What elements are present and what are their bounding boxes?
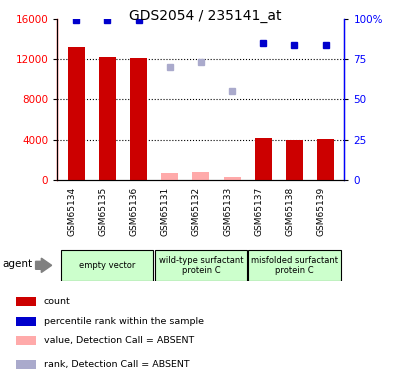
- Bar: [161, 174, 178, 180]
- Text: percentile rank within the sample: percentile rank within the sample: [43, 316, 203, 326]
- Bar: [67, 47, 85, 180]
- Bar: [16, 360, 36, 369]
- Bar: [16, 297, 36, 306]
- Bar: [16, 316, 36, 326]
- Text: GSM65136: GSM65136: [129, 187, 138, 236]
- Text: misfolded surfactant
protein C: misfolded surfactant protein C: [250, 256, 337, 275]
- Text: rank, Detection Call = ABSENT: rank, Detection Call = ABSENT: [43, 360, 189, 369]
- FancyBboxPatch shape: [61, 250, 153, 280]
- Bar: [254, 138, 271, 180]
- Text: value, Detection Call = ABSENT: value, Detection Call = ABSENT: [43, 336, 193, 345]
- Bar: [99, 57, 116, 180]
- FancyArrow shape: [36, 258, 52, 273]
- Text: empty vector: empty vector: [79, 261, 135, 270]
- Bar: [130, 58, 147, 180]
- Text: GSM65135: GSM65135: [98, 187, 107, 236]
- Text: GSM65131: GSM65131: [160, 187, 169, 236]
- Text: GSM65137: GSM65137: [254, 187, 263, 236]
- Bar: [16, 336, 36, 345]
- Text: GDS2054 / 235141_at: GDS2054 / 235141_at: [128, 9, 281, 23]
- Text: wild-type surfactant
protein C: wild-type surfactant protein C: [158, 256, 243, 275]
- Bar: [223, 177, 240, 180]
- Text: GSM65133: GSM65133: [222, 187, 231, 236]
- FancyBboxPatch shape: [248, 250, 340, 280]
- Text: GSM65139: GSM65139: [316, 187, 325, 236]
- Text: GSM65134: GSM65134: [67, 187, 76, 236]
- Text: GSM65132: GSM65132: [191, 187, 200, 236]
- Bar: [316, 139, 333, 180]
- FancyBboxPatch shape: [154, 250, 247, 280]
- Text: GSM65138: GSM65138: [285, 187, 294, 236]
- Bar: [192, 172, 209, 180]
- Bar: [285, 140, 302, 180]
- Text: count: count: [43, 297, 70, 306]
- Text: agent: agent: [3, 259, 33, 269]
